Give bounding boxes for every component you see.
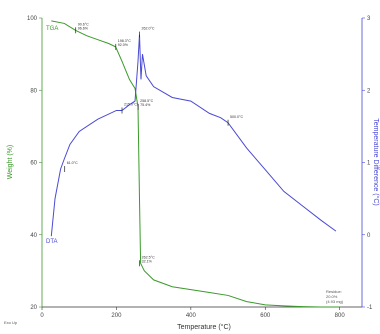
x-tick-label: 600: [260, 313, 271, 319]
x-tick-label: 200: [111, 313, 122, 319]
svg-text:20.0%: 20.0%: [326, 294, 338, 299]
series-layer: [50, 20, 340, 308]
x-tick-label: 400: [186, 313, 197, 319]
y-axis-right-label: Temperature Difference (°C): [372, 118, 380, 205]
annotation-label: 500.0°C: [230, 115, 243, 119]
series-line-tga: [51, 20, 340, 308]
annotation-label: 198.3°C: [118, 39, 131, 43]
series-label-dta: DTA: [46, 239, 58, 245]
y-right-tick-label: 3: [367, 16, 371, 22]
y-left-tick-label: 100: [27, 16, 38, 22]
annotation-label: 61.0°C: [67, 161, 78, 165]
annotation-sublabel: 75.4%: [140, 103, 151, 107]
y-left-tick-label: 20: [30, 305, 37, 311]
y-right-tick-label: 1: [367, 161, 371, 167]
y-right-tick-label: 2: [367, 88, 371, 94]
residue-note: Residue: 20.0% (4.93 mg): [326, 289, 344, 304]
annotation-layer: 90.6°C96.6% 198.3°C92.0% 258.5°C75.4% 262.5…: [64, 22, 243, 267]
y-left-tick-label: 40: [30, 233, 37, 239]
annotation-sublabel: 32.1%: [142, 259, 153, 263]
annotation-sublabel: 92.0%: [118, 43, 129, 47]
annotation-label: 258.5°C: [140, 99, 153, 103]
annotation-label: 90.6°C: [78, 22, 89, 26]
y-left-tick-label: 60: [30, 161, 37, 167]
x-axis-label: Temperature (°C): [177, 323, 231, 331]
x-tick-label: 0: [40, 313, 44, 319]
annotation-label: 262.5°C: [142, 255, 155, 259]
annotation-label: 262.0°C: [141, 27, 154, 31]
svg-text:Residue:: Residue:: [326, 289, 342, 294]
footer-left: Exo Up: [4, 320, 18, 325]
series-label-tga: TGA: [46, 26, 58, 32]
svg-text:(4.93 mg): (4.93 mg): [326, 299, 344, 304]
y-axis-left-label: Weight (%): [7, 145, 14, 180]
y-right-tick-label: 0: [367, 233, 371, 239]
x-tick-label: 800: [335, 313, 346, 319]
annotation-sublabel: 96.6%: [78, 26, 89, 30]
y-left-tick-label: 80: [30, 88, 37, 94]
series-line-dta: [50, 34, 337, 237]
axis-ticks: 0 200 400 600 800 20 40 60 80 100 -1 0 1 2 3: [27, 16, 373, 319]
y-right-tick-label: -1: [367, 305, 373, 311]
annotation-label: 215.0°C: [124, 102, 137, 106]
